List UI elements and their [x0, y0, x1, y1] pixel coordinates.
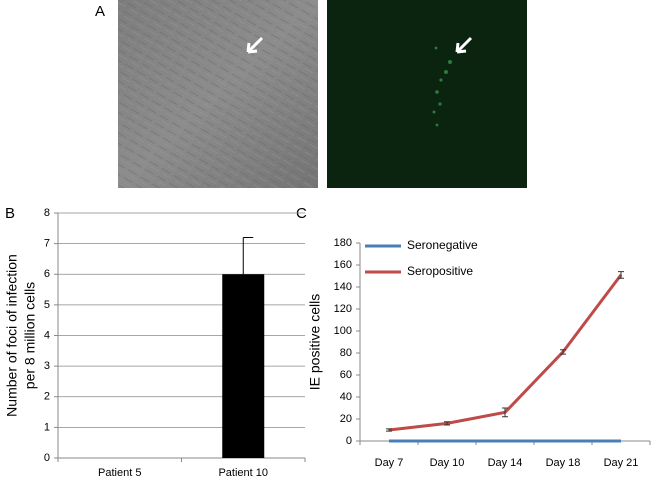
y-tick-label: 60	[340, 369, 352, 381]
error-bar	[444, 421, 450, 426]
y-axis-label: Number of foci of infection	[4, 254, 20, 417]
bar	[222, 274, 265, 458]
y-tick-label: 100	[334, 325, 352, 337]
micrograph-brightfield	[118, 0, 318, 188]
legend-label: Seronegative	[407, 238, 478, 252]
panel-label: A	[95, 3, 105, 20]
y-tick-label: 80	[340, 347, 352, 359]
error-bar	[242, 237, 254, 275]
legend-label: Seropositive	[407, 264, 473, 278]
error-bar	[618, 271, 624, 279]
y-axis-label: IE positive cells	[307, 294, 323, 390]
y-tick-label: 160	[334, 259, 352, 271]
panel-label: C	[296, 205, 307, 222]
y-tick-label: 20	[340, 413, 352, 425]
micrograph-fluorescence	[327, 0, 527, 188]
y-tick-label: 7	[44, 238, 50, 250]
y-axis-label: per 8 million cells	[22, 282, 38, 389]
y-tick-label: 4	[44, 329, 50, 341]
x-tick-label: Day 10	[430, 457, 465, 469]
x-tick-label: Day 21	[604, 457, 639, 469]
x-tick-label: Day 7	[375, 457, 404, 469]
x-tick-label: Day 14	[488, 457, 523, 469]
panel-label: B	[5, 205, 15, 222]
x-tick-label: Patient 10	[218, 467, 268, 479]
y-tick-label: 140	[334, 281, 352, 293]
error-bar	[560, 349, 566, 355]
y-tick-label: 5	[44, 299, 50, 311]
error-bar	[386, 428, 392, 432]
x-tick-label: Patient 5	[98, 467, 141, 479]
line	[388, 273, 623, 432]
y-tick-label: 8	[44, 207, 50, 219]
error-bar	[502, 407, 508, 418]
y-tick-label: 0	[346, 435, 352, 447]
y-tick-label: 40	[340, 391, 352, 403]
y-tick-label: 3	[44, 360, 50, 372]
y-tick-label: 180	[334, 237, 352, 249]
x-tick-label: Day 18	[546, 457, 581, 469]
y-tick-label: 2	[44, 391, 50, 403]
y-tick-label: 120	[334, 303, 352, 315]
y-tick-label: 1	[44, 421, 50, 433]
y-tick-label: 0	[44, 452, 50, 464]
y-tick-label: 6	[44, 268, 50, 280]
